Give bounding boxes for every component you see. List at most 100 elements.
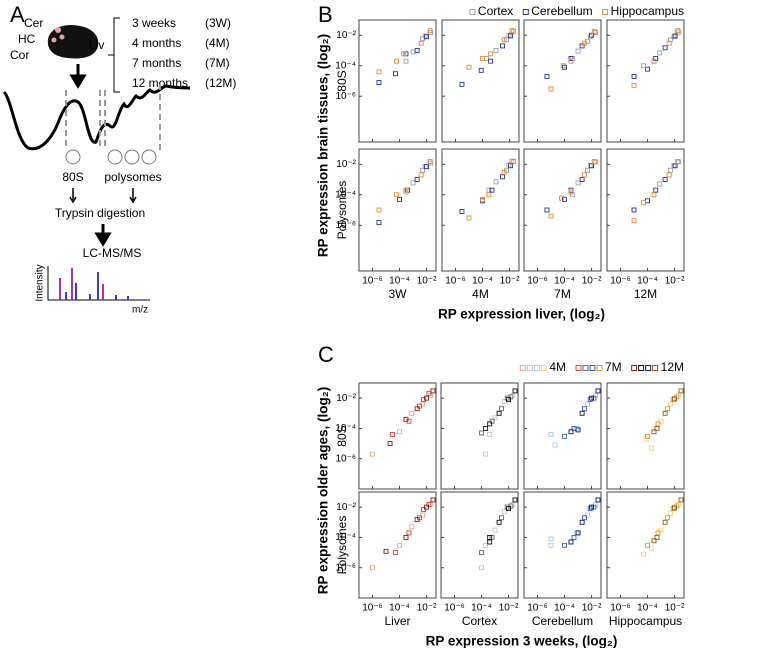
y-tick-label: 10⁻² — [336, 159, 356, 170]
data-point — [466, 64, 472, 70]
y-tick-label: 10⁻⁶ — [335, 91, 356, 102]
data-point — [575, 48, 581, 54]
data-point — [655, 530, 661, 536]
data-point — [665, 515, 670, 521]
data-point — [502, 509, 507, 515]
x-tick-label: 10⁻⁴ — [389, 603, 410, 614]
panel-frame — [606, 19, 685, 143]
column-label: Cortex — [462, 614, 497, 628]
row-label: 80S — [335, 70, 349, 91]
data-point — [430, 388, 436, 394]
data-point — [544, 207, 550, 213]
data-point — [657, 50, 663, 56]
panel-frame — [440, 491, 519, 599]
data-point — [651, 58, 657, 64]
column-label: 4M — [472, 287, 489, 301]
data-point — [668, 401, 673, 407]
data-point — [670, 506, 676, 512]
legend-swatch — [533, 365, 540, 371]
data-point — [666, 172, 672, 178]
data-point — [651, 192, 657, 198]
data-point — [544, 73, 550, 79]
data-point — [492, 415, 498, 421]
data-point — [428, 160, 434, 166]
data-point — [575, 530, 581, 536]
data-point — [589, 504, 595, 510]
x-tick-label: 10⁻⁴ — [554, 276, 575, 287]
region-label: Cor — [10, 48, 29, 62]
data-point — [552, 442, 558, 448]
data-point — [410, 180, 416, 186]
legend-swatch — [540, 365, 547, 371]
data-point — [548, 536, 554, 542]
data-point — [493, 179, 499, 185]
data-point — [675, 28, 681, 34]
data-point — [466, 215, 472, 221]
data-point — [383, 548, 389, 554]
data-point — [501, 169, 507, 175]
step-label: Trypsin digestion — [55, 206, 145, 220]
data-point — [593, 159, 599, 165]
data-point — [484, 56, 490, 61]
data-point — [509, 158, 515, 164]
data-point — [585, 167, 590, 173]
data-point — [593, 30, 599, 36]
data-point — [506, 506, 512, 512]
data-point — [678, 497, 684, 503]
data-point — [671, 163, 677, 169]
data-point — [654, 534, 660, 540]
data-point — [414, 517, 420, 523]
region-label: Cer — [24, 16, 43, 30]
data-point — [668, 167, 673, 173]
data-point — [487, 534, 493, 540]
data-point — [479, 550, 484, 556]
arrow — [94, 224, 112, 247]
data-point — [666, 40, 672, 46]
data-point — [587, 34, 593, 40]
data-point — [662, 410, 668, 416]
data-point — [672, 505, 678, 511]
data-point — [591, 159, 597, 165]
data-point — [582, 515, 587, 521]
x-tick-label: 10⁻⁶ — [610, 603, 631, 614]
data-point — [480, 196, 485, 202]
legend: Cortex Cerebellum Hippocampus — [469, 4, 684, 18]
data-point — [478, 67, 484, 73]
age-label: 4 months — [132, 36, 181, 50]
data-point — [390, 432, 395, 437]
data-point — [562, 542, 567, 548]
profile-trace — [2, 84, 191, 151]
data-point — [489, 187, 495, 193]
data-point — [662, 519, 668, 525]
data-point — [641, 63, 646, 69]
data-point — [504, 504, 510, 510]
legend-swatch — [645, 365, 652, 371]
legend-swatch — [602, 9, 609, 15]
data-point — [631, 73, 637, 79]
column-label: Cerebellum — [532, 614, 593, 628]
data-point — [424, 504, 430, 510]
data-point — [488, 51, 494, 57]
panel-frame — [358, 382, 437, 490]
brain-region-icon — [55, 27, 61, 33]
data-point — [651, 538, 657, 544]
panel-frame — [523, 19, 602, 143]
data-point — [548, 213, 554, 219]
data-point — [414, 406, 420, 412]
data-point — [575, 180, 581, 186]
data-point — [427, 28, 433, 34]
data-point — [678, 388, 684, 394]
data-point — [512, 388, 518, 394]
x-tick-label: 10⁻⁴ — [554, 603, 575, 614]
y-tick-label: 10⁻² — [336, 393, 356, 404]
data-point — [645, 433, 650, 439]
legend-swatch — [596, 365, 603, 371]
panel-frame — [606, 148, 685, 272]
x-tick-label: 10⁻² — [417, 603, 437, 614]
x-tick-label: 10⁻⁶ — [527, 276, 548, 287]
panel-label: C — [318, 342, 334, 367]
data-point — [579, 410, 585, 416]
data-point — [591, 28, 597, 34]
data-point — [645, 198, 650, 204]
